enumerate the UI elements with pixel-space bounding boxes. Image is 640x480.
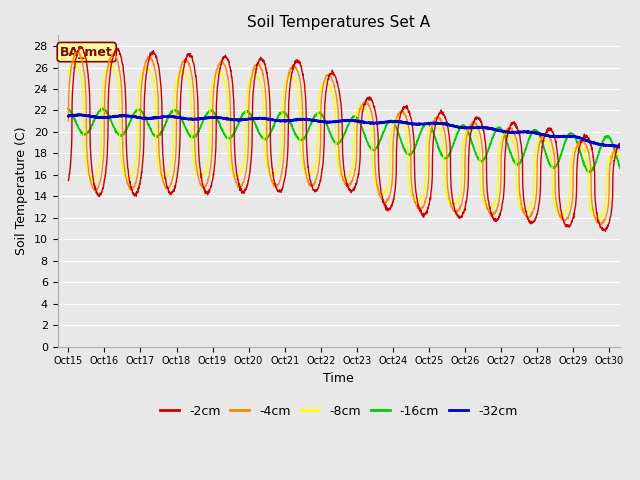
Legend: -2cm, -4cm, -8cm, -16cm, -32cm: -2cm, -4cm, -8cm, -16cm, -32cm <box>155 400 522 423</box>
Title: Soil Temperatures Set A: Soil Temperatures Set A <box>247 15 430 30</box>
Text: BA_met: BA_met <box>60 46 113 59</box>
X-axis label: Time: Time <box>323 372 354 385</box>
Y-axis label: Soil Temperature (C): Soil Temperature (C) <box>15 127 28 255</box>
